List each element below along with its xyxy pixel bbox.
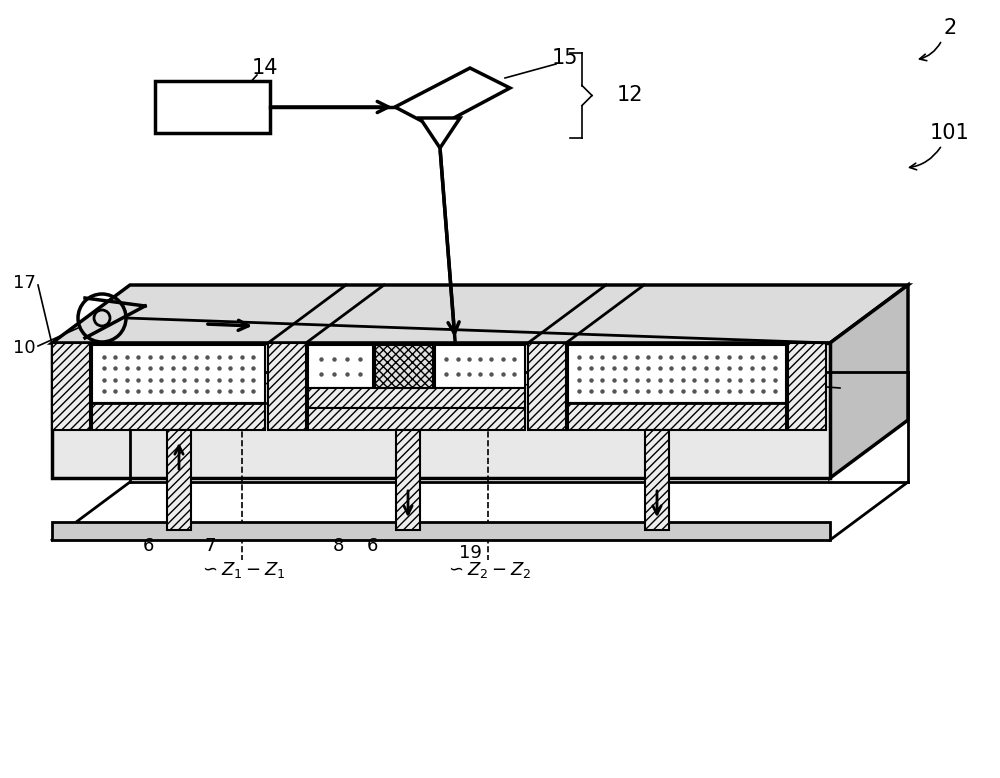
Bar: [396, 430, 420, 530]
Polygon shape: [420, 118, 460, 148]
FancyArrowPatch shape: [920, 43, 941, 61]
Polygon shape: [52, 522, 830, 540]
Text: 1: 1: [480, 368, 494, 388]
Text: 101: 101: [930, 123, 970, 143]
Text: 2: 2: [943, 18, 957, 38]
Bar: [308, 388, 525, 408]
Bar: [375, 345, 433, 388]
Bar: [435, 345, 525, 388]
Polygon shape: [395, 68, 510, 128]
Bar: [92, 345, 265, 403]
Bar: [308, 345, 373, 388]
Text: 6: 6: [142, 537, 154, 555]
Bar: [155, 81, 270, 133]
Polygon shape: [52, 343, 830, 478]
Text: $\backsim Z_2 - Z_2$: $\backsim Z_2 - Z_2$: [445, 560, 531, 580]
Text: 19: 19: [459, 544, 481, 562]
Text: 7: 7: [204, 537, 216, 555]
Text: 5: 5: [756, 369, 768, 387]
Bar: [568, 345, 786, 403]
Polygon shape: [52, 285, 908, 343]
Text: 3: 3: [301, 369, 313, 387]
Text: 14: 14: [252, 58, 278, 78]
Text: A: A: [141, 363, 155, 383]
Text: 8: 8: [332, 537, 344, 555]
Polygon shape: [830, 285, 908, 478]
Text: 17: 17: [13, 274, 36, 292]
Bar: [568, 403, 786, 430]
Bar: [167, 430, 191, 530]
Text: 12: 12: [617, 85, 643, 105]
Text: 6: 6: [366, 537, 378, 555]
Text: 4: 4: [562, 369, 574, 387]
Bar: [308, 408, 525, 430]
Bar: [788, 343, 826, 430]
FancyArrowPatch shape: [910, 147, 940, 170]
Bar: [52, 343, 90, 430]
Bar: [645, 430, 669, 530]
Bar: [528, 343, 566, 430]
Text: 15: 15: [552, 48, 578, 68]
Bar: [92, 403, 265, 430]
Text: 10: 10: [13, 339, 36, 357]
Text: $\backsim Z_1 - Z_1$: $\backsim Z_1 - Z_1$: [199, 560, 285, 580]
Bar: [268, 343, 306, 430]
